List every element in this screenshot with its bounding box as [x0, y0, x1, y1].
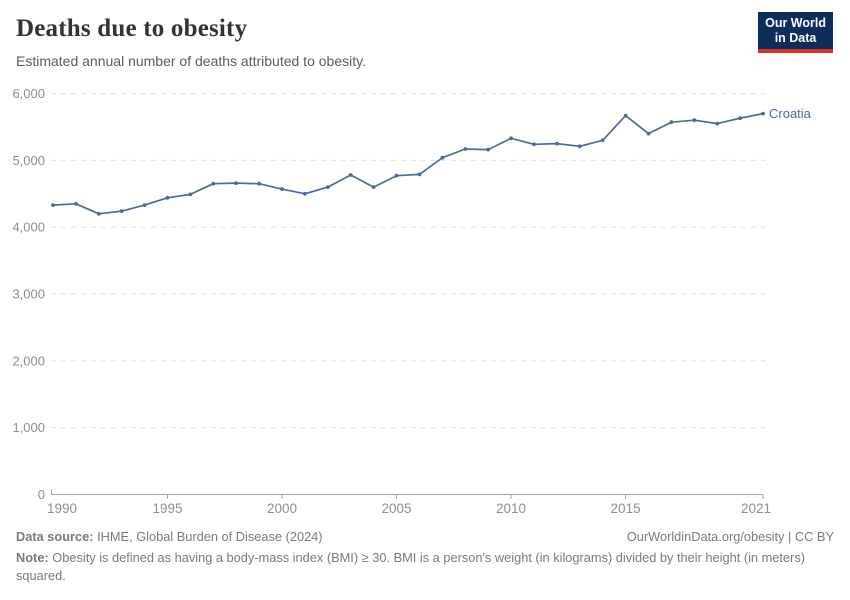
data-point-croatia-2004	[371, 185, 376, 190]
note-text: Obesity is defined as having a body-mass…	[16, 550, 805, 583]
y-tick-label-0: 0	[38, 487, 45, 502]
note-label: Note:	[16, 550, 49, 565]
x-tick-label-1990: 1990	[47, 501, 77, 516]
data-point-croatia-1993	[119, 209, 124, 214]
data-point-croatia-2001	[303, 191, 307, 196]
data-point-croatia-1998	[234, 181, 239, 186]
owid-url-link[interactable]: OurWorldinData.org/obesity | CC BY	[626, 529, 834, 544]
data-point-croatia-2013	[577, 144, 582, 149]
data-point-croatia-2007	[440, 155, 445, 160]
owid-logo: Our World in Data	[758, 12, 833, 53]
y-tick-label-5000: 5,000	[12, 153, 45, 168]
data-point-croatia-1996	[188, 192, 193, 197]
data-point-croatia-2003	[348, 173, 353, 177]
data-point-croatia-2008	[463, 147, 468, 151]
data-point-croatia-1990	[51, 203, 55, 208]
x-tick-label-2005: 2005	[382, 501, 412, 516]
page-title: Deaths due to obesity	[16, 15, 248, 42]
data-point-croatia-1995	[165, 195, 170, 200]
data-point-croatia-1991	[74, 201, 78, 206]
data-point-croatia-1997	[211, 181, 216, 186]
y-tick-label-1000: 1,000	[12, 420, 45, 435]
owid-logo-line2: in Data	[774, 30, 817, 45]
data-point-croatia-2019	[715, 121, 720, 126]
data-point-croatia-2011	[532, 142, 536, 147]
series-line-croatia	[52, 112, 764, 215]
entity-label-croatia: Croatia	[769, 106, 812, 121]
y-tick-label-2000: 2,000	[12, 353, 45, 368]
x-tick-label-2010: 2010	[496, 501, 526, 516]
data-source-label: Data source:	[16, 529, 94, 544]
chart-subtitle: Estimated annual number of deaths attrib…	[16, 53, 366, 69]
data-point-croatia-2009	[486, 147, 491, 152]
data-source: Data source: IHME, Global Burden of Dise…	[16, 529, 323, 544]
chart-footer: Data source: IHME, Global Burden of Dise…	[16, 529, 834, 584]
data-point-croatia-2018	[692, 118, 697, 123]
data-point-croatia-2006	[417, 172, 422, 177]
data-point-croatia-2021	[761, 111, 765, 116]
data-source-text: IHME, Global Burden of Disease (2024)	[93, 529, 323, 544]
owid-logo-line1: Our World	[765, 16, 826, 30]
y-tick-label-6000: 6,000	[12, 86, 45, 101]
chart-note: Note: Obesity is defined as having a bod…	[16, 549, 834, 584]
data-point-croatia-2016	[646, 131, 651, 136]
y-tick-label-3000: 3,000	[12, 287, 45, 302]
x-tick-label-2000: 2000	[267, 501, 297, 516]
data-point-croatia-2002	[325, 185, 330, 190]
x-tick-label-2021: 2021	[741, 501, 771, 516]
x-tick-label-2015: 2015	[611, 501, 641, 516]
data-point-croatia-2015	[623, 113, 628, 118]
data-point-croatia-2020	[738, 116, 742, 121]
data-point-croatia-2014	[600, 138, 605, 143]
data-point-croatia-2000	[280, 187, 284, 192]
data-point-croatia-2017	[669, 120, 674, 125]
data-point-croatia-1999	[257, 181, 261, 186]
data-point-croatia-2012	[555, 141, 559, 146]
data-point-croatia-1992	[96, 211, 101, 216]
data-point-croatia-2010	[509, 136, 513, 141]
y-tick-label-4000: 4,000	[12, 220, 45, 235]
x-tick-label-1995: 1995	[152, 501, 182, 516]
data-point-croatia-2005	[394, 173, 399, 178]
data-point-croatia-1994	[142, 203, 147, 208]
